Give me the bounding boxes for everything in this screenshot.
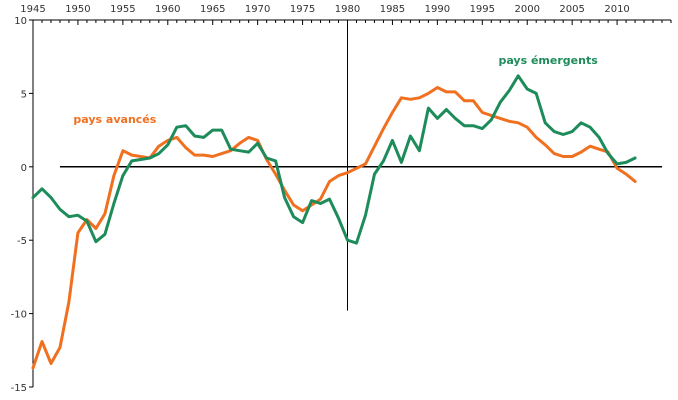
y-tick-label: 5 — [21, 89, 27, 100]
series-line-0 — [31, 86, 637, 370]
x-tick-label: 1980 — [335, 4, 360, 15]
x-tick-label: 1970 — [245, 4, 270, 15]
x-tick-label: 1960 — [155, 4, 180, 15]
x-tick-label: 1985 — [380, 4, 405, 15]
y-tick-label: -15 — [11, 383, 27, 394]
x-tick-label: 1995 — [470, 4, 495, 15]
x-tick-label: 1975 — [290, 4, 315, 15]
y-tick-label: -5 — [17, 236, 27, 247]
x-tick-label: 2010 — [604, 4, 629, 15]
series-line-1 — [31, 74, 637, 245]
series-label-1: pays émergents — [498, 54, 598, 67]
series-lines — [31, 74, 637, 370]
x-tick-label: 1950 — [65, 4, 90, 15]
x-tick-label: 1955 — [110, 4, 135, 15]
y-tick-label: -10 — [11, 310, 27, 321]
series-labels: pays avancés pays émergents — [73, 54, 598, 126]
x-tick-label: 2005 — [559, 4, 584, 15]
x-tick-label: 1945 — [20, 4, 45, 15]
axes: 10 5 0 -5 -10 -15 1945 1950 1955 1960 1965 1970 1975… — [11, 4, 672, 394]
series-label-0: pays avancés — [73, 113, 156, 126]
x-tick-label: 1965 — [200, 4, 225, 15]
x-tick-label: 1990 — [425, 4, 450, 15]
x-tick-label: 2000 — [514, 4, 539, 15]
y-tick-label: 10 — [14, 16, 27, 27]
y-tick-label: 0 — [21, 163, 27, 174]
